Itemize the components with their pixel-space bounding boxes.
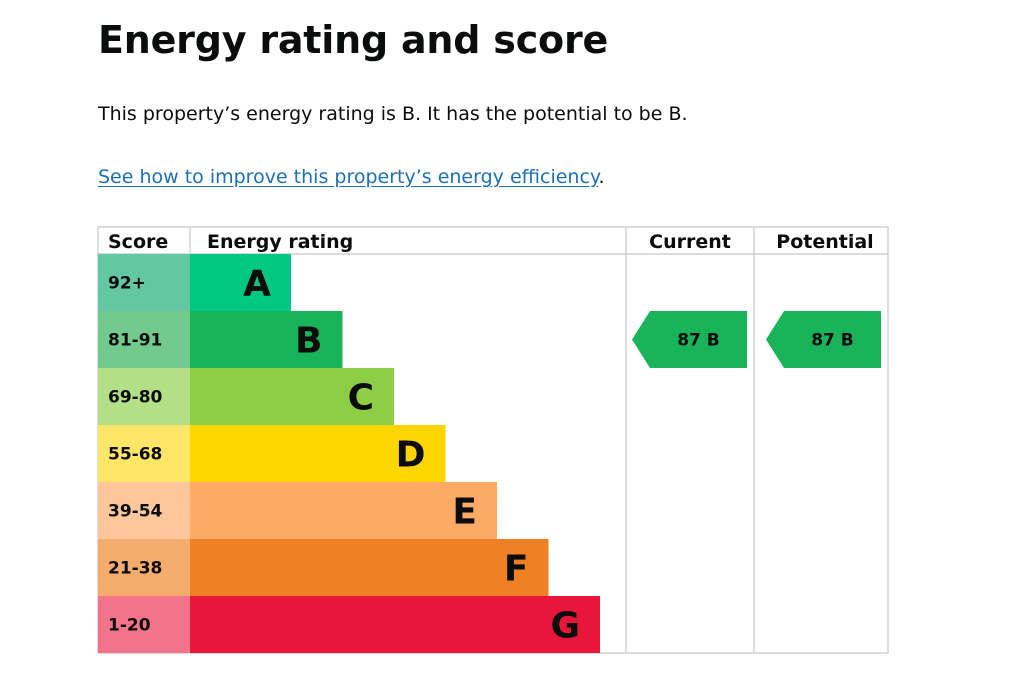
header-score: Score: [108, 231, 168, 253]
band-bar-d: [190, 425, 446, 482]
header-current: Current: [649, 231, 731, 253]
band-bar-c: [190, 368, 394, 425]
score-cell-d: [98, 425, 190, 482]
rating-indicators: 87 B 87 B: [632, 311, 881, 368]
band-bar-e: [190, 482, 497, 539]
score-cell-e: [98, 482, 190, 539]
score-cell-a: [98, 254, 190, 311]
score-cell-b: [98, 311, 190, 368]
chart-headers: Score Energy rating Current Potential: [108, 231, 874, 253]
score-label-g: 1-20: [108, 616, 151, 636]
score-cell-g: [98, 596, 190, 653]
score-label-c: 69-80: [108, 388, 163, 408]
score-cell-f: [98, 539, 190, 596]
page-title: Energy rating and score: [98, 18, 609, 62]
score-label-e: 39-54: [108, 502, 163, 522]
band-bar-b: [190, 311, 343, 368]
band-letter-e: E: [452, 492, 477, 533]
link-suffix: .: [598, 166, 605, 188]
score-label-d: 55-68: [108, 445, 162, 465]
current-rating-label: 87 B: [677, 331, 720, 351]
band-bar-g: [190, 596, 600, 653]
band-letter-b: B: [295, 321, 322, 362]
score-label-b: 81-91: [108, 331, 162, 351]
band-letter-f: F: [504, 549, 529, 590]
band-letter-g: G: [550, 606, 580, 647]
score-label-f: 21-38: [108, 559, 162, 579]
band-letter-d: D: [396, 435, 426, 476]
score-cell-c: [98, 368, 190, 425]
current-rating-arrow: [632, 311, 747, 368]
band-letter-c: C: [348, 378, 374, 419]
band-bar-a: [190, 254, 291, 311]
improve-link-line: See how to improve this property’s energ…: [98, 166, 605, 188]
rating-bands: 92+ A 81-91 B 69-80 C 55-68 D 39-54 E 21-38 F 1-20 G: [98, 254, 600, 653]
header-potential: Potential: [776, 231, 873, 253]
rating-summary: This property’s energy rating is B. It h…: [98, 103, 688, 125]
band-letter-a: A: [243, 264, 271, 305]
band-bar-f: [190, 539, 549, 596]
score-label-a: 92+: [108, 274, 146, 294]
improve-efficiency-link[interactable]: See how to improve this property’s energ…: [98, 166, 599, 188]
potential-rating-label: 87 B: [811, 331, 854, 351]
header-energy-rating: Energy rating: [207, 231, 353, 253]
potential-rating-arrow: [766, 311, 881, 368]
